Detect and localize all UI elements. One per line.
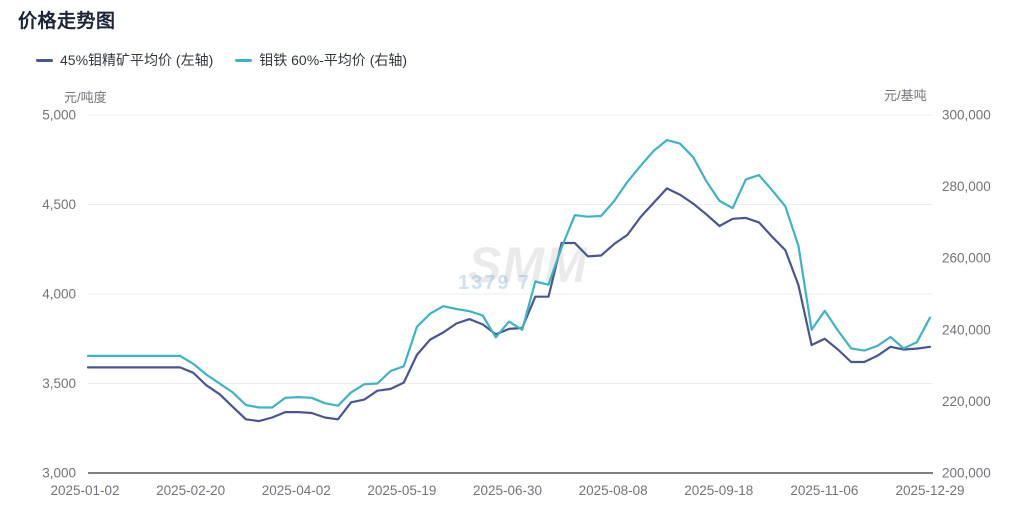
right-axis-tick-label: 260,000	[942, 251, 991, 266]
series-line[interactable]	[86, 187, 932, 423]
x-axis-tick-label: 2025-01-02	[50, 483, 119, 498]
right-axis-unit: 元/基吨	[884, 88, 927, 103]
x-axis-tick-label: 2025-02-20	[156, 483, 225, 498]
right-axis-tick-label: 280,000	[942, 179, 991, 194]
left-axis-tick-label: 5,000	[42, 108, 76, 123]
left-axis-labels: 5,000 4,500 4,000 3,500 3,000	[42, 108, 76, 481]
legend-line-icon	[36, 58, 53, 62]
legend-line-icon	[235, 58, 253, 62]
right-axis-tick-label: 300,000	[942, 108, 991, 123]
right-axis-tick-label: 200,000	[942, 466, 991, 481]
x-axis-labels: 2025-01-02 2025-02-20 2025-04-02 2025-05-19…	[50, 483, 964, 498]
gridlines	[88, 114, 933, 474]
x-axis-tick-label: 2025-12-29	[895, 483, 964, 498]
left-axis-tick-label: 3,500	[42, 376, 76, 391]
x-axis-tick-label: 2025-09-18	[684, 483, 753, 498]
left-axis-tick-label: 3,000	[42, 466, 76, 481]
right-axis-tick-label: 220,000	[942, 394, 991, 409]
right-axis-labels: 300,000 280,000 260,000 240,000 220,000 200,0…	[942, 108, 991, 481]
legend-item-mo-concentrate[interactable]: 45%钼精矿平均价 (左轴)	[36, 50, 213, 70]
x-axis-tick-label: 2025-06-30	[473, 483, 542, 498]
x-axis-tick-label: 2025-08-08	[579, 483, 648, 498]
smm-watermark: SMM	[468, 237, 588, 293]
x-axis-tick-label: 2025-04-02	[262, 483, 331, 498]
left-axis-unit: 元/吨度	[64, 90, 107, 105]
right-axis-tick-label: 240,000	[942, 322, 991, 337]
series-line[interactable]	[86, 139, 932, 409]
series-lines	[86, 139, 932, 423]
chart-legend: 45%钼精矿平均价 (左轴) 钼铁 60%-平均价 (右轴)	[36, 50, 407, 70]
page-title: 价格走势图	[18, 11, 116, 32]
watermark-phone-digits: 1379 7	[458, 272, 532, 294]
left-axis-tick-label: 4,500	[42, 197, 76, 212]
legend-item-label: 45%钼精矿平均价 (左轴)	[60, 52, 214, 68]
legend-item-femo[interactable]: 钼铁 60%-平均价 (右轴)	[235, 50, 407, 70]
x-axis-tick-label: 2025-11-06	[790, 483, 858, 498]
legend-item-label: 钼铁 60%-平均价 (右轴)	[259, 52, 408, 68]
left-axis-tick-label: 4,000	[42, 287, 76, 302]
x-axis-tick-label: 2025-05-19	[367, 483, 436, 498]
